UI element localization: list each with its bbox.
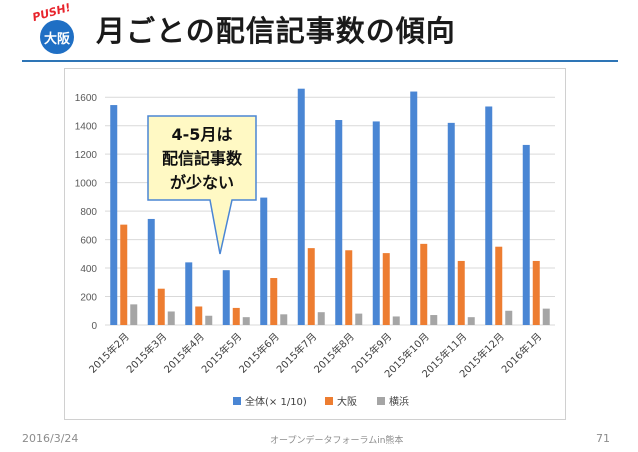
bar-chart: 020040060080010001200140016002015年2月2015… <box>75 88 555 408</box>
callout-text: 配信記事数 <box>162 149 243 168</box>
footer-date: 2016/3/24 <box>22 432 79 445</box>
bar <box>260 197 268 325</box>
y-tick-label: 600 <box>80 236 97 247</box>
bar <box>345 250 353 325</box>
bar <box>195 306 203 325</box>
bar <box>495 246 503 325</box>
bar <box>485 106 493 325</box>
legend-label: 横浜 <box>389 395 409 408</box>
bar <box>467 317 475 325</box>
bar <box>372 121 380 325</box>
bar <box>447 122 455 325</box>
bar <box>232 307 240 325</box>
bar <box>335 120 343 325</box>
bar <box>355 313 363 325</box>
callout-bubble <box>147 115 257 255</box>
bar <box>130 304 138 325</box>
bar <box>410 91 418 326</box>
legend-swatch <box>377 397 385 405</box>
callout-text: が少ない <box>170 173 234 192</box>
legend-swatch <box>233 397 241 405</box>
title-divider <box>22 60 618 62</box>
bar <box>120 224 128 325</box>
y-tick-label: 800 <box>80 207 97 218</box>
bar <box>542 308 550 325</box>
bar <box>185 262 193 325</box>
bar <box>307 248 315 325</box>
bar <box>222 270 230 325</box>
logo-city-badge: 大阪 <box>40 20 74 54</box>
bar <box>457 260 465 325</box>
bar <box>147 218 155 325</box>
page-number: 71 <box>596 432 610 445</box>
bar <box>157 288 165 325</box>
osaka-push-logo: PUSH! 大阪 <box>28 1 86 56</box>
bar <box>392 316 400 325</box>
bar <box>522 144 530 325</box>
bar <box>532 260 540 325</box>
slide-title: 月ごとの配信記事数の傾向 <box>96 14 456 48</box>
y-tick-label: 400 <box>80 264 97 275</box>
y-tick-label: 200 <box>80 293 97 304</box>
bar <box>270 278 278 325</box>
callout-text: 4-5月は <box>172 125 233 144</box>
bar <box>205 315 213 325</box>
chart-frame: 0 200 400 600 800 1000 1200 1400 1600 2015年2月 2015… <box>64 68 566 420</box>
y-tick-label: 1600 <box>75 93 98 104</box>
bar <box>110 105 118 326</box>
legend-label: 全体(× 1/10) <box>245 395 307 408</box>
bar <box>297 88 305 325</box>
y-tick-label: 1400 <box>75 122 98 133</box>
bar <box>317 312 325 325</box>
x-tick-label: 2016年1月 <box>499 330 545 376</box>
y-tick-label: 1200 <box>75 150 98 161</box>
bar <box>280 314 288 325</box>
y-tick-label: 0 <box>91 321 97 332</box>
legend-swatch <box>325 397 333 405</box>
bar <box>242 317 250 325</box>
bar <box>505 310 513 325</box>
legend-label: 大阪 <box>337 395 357 408</box>
footer-event-name: オープンデータフォーラムin熊本 <box>270 436 404 446</box>
bar <box>167 311 175 325</box>
bar <box>420 243 428 325</box>
bar <box>382 253 390 325</box>
y-tick-label: 1000 <box>75 179 98 190</box>
bar <box>430 315 438 325</box>
